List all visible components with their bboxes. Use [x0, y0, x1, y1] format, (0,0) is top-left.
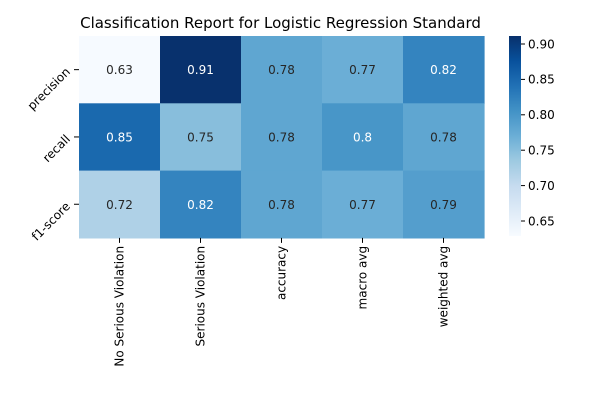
- colorbar-tick-label: 0.65: [528, 214, 555, 228]
- cell-annotations: 0.63 0.91 0.78 0.77 0.82 0.85 0.75 0.78 0.8 0.78 0…: [106, 63, 457, 212]
- heatmap-cell-recall-3: [322, 103, 404, 172]
- y-axis-ticks: precision recall f1-score: [25, 65, 79, 243]
- x-tick-label: Serious Violation: [194, 246, 208, 347]
- cell-annotation: 0.82: [430, 63, 457, 77]
- cell-annotation: 0.85: [106, 130, 133, 144]
- heatmap-cell-recall-2: [241, 103, 323, 172]
- cell-annotation: 0.78: [268, 130, 295, 144]
- heatmap-cell-f1-score-1: [160, 170, 242, 239]
- x-tick-label: macro avg: [356, 246, 370, 310]
- cell-annotation: 0.77: [349, 63, 376, 77]
- colorbar-tick-label: 0.85: [528, 73, 555, 87]
- x-tick-label: No Serious Violation: [113, 246, 127, 367]
- colorbar: 0.65 0.70 0.75 0.80 0.85 0.90: [509, 36, 555, 236]
- y-tick-label-precision: precision: [25, 65, 73, 113]
- heatmap-cell-recall-1: [160, 103, 242, 172]
- heatmap-cell-precision-4: [403, 36, 485, 104]
- cell-annotation: 0.78: [430, 130, 457, 144]
- colorbar-tick-label: 0.80: [528, 108, 555, 122]
- heatmap-cell-f1-score-0: [79, 170, 161, 239]
- heatmap-cell-recall-0: [79, 103, 161, 172]
- heatmap-cell-precision-2: [241, 36, 323, 104]
- cell-annotation: 0.82: [187, 198, 214, 212]
- colorbar-gradient: [509, 36, 521, 236]
- colorbar-tick-label: 0.90: [528, 37, 555, 51]
- heatmap-cell-recall-4: [403, 103, 485, 172]
- y-tick-label-recall: recall: [40, 132, 73, 165]
- heatmap-cell-precision-3: [322, 36, 404, 104]
- colorbar-tick-label: 0.70: [528, 179, 555, 193]
- cell-annotation: 0.91: [187, 63, 214, 77]
- colorbar-tick-label: 0.75: [528, 143, 555, 157]
- heatmap-cell-f1-score-2: [241, 170, 323, 239]
- cell-annotation: 0.77: [349, 198, 376, 212]
- cell-annotation: 0.8: [353, 130, 372, 144]
- heatmap-cell-f1-score-4: [403, 170, 485, 239]
- x-tick-label: weighted avg: [437, 246, 451, 327]
- cell-annotation: 0.78: [268, 63, 295, 77]
- cell-annotation: 0.63: [106, 63, 133, 77]
- cell-annotation: 0.72: [106, 198, 133, 212]
- cell-annotation: 0.75: [187, 130, 214, 144]
- heatmap-cells: [79, 36, 485, 239]
- chart-title: Classification Report for Logistic Regre…: [80, 14, 481, 32]
- heatmap-cell-precision-0: [79, 36, 161, 104]
- heatmap-cell-f1-score-3: [322, 170, 404, 239]
- y-tick-label-f1-score: f1-score: [29, 199, 73, 243]
- cell-annotation: 0.79: [430, 198, 457, 212]
- x-tick-label: accuracy: [275, 246, 289, 300]
- heatmap-cell-precision-1: [160, 36, 242, 104]
- cell-annotation: 0.78: [268, 198, 295, 212]
- x-axis-ticks: No Serious Violation Serious Violation acc…: [113, 237, 451, 367]
